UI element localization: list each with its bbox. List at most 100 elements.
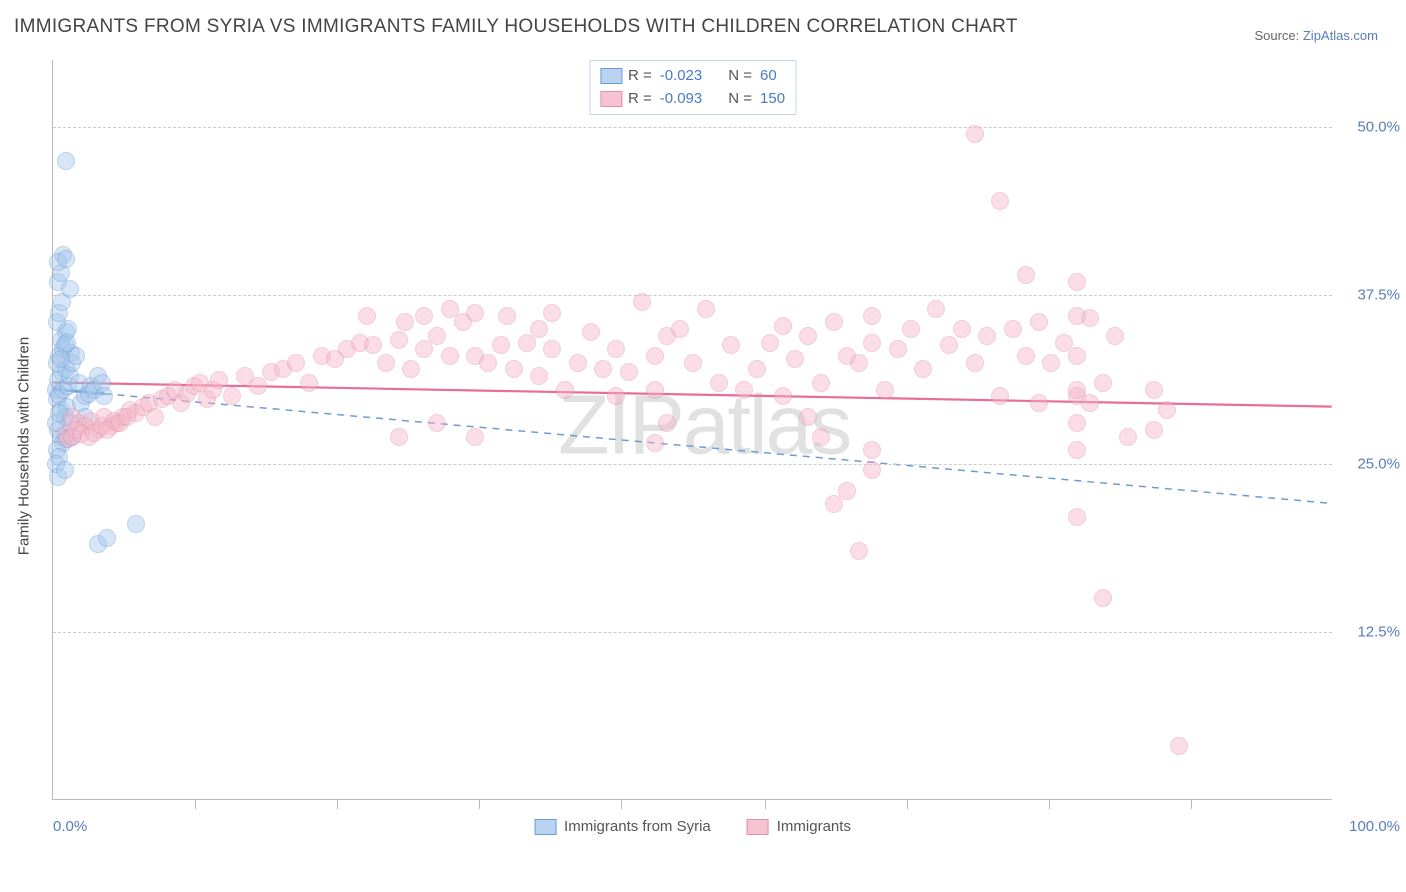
chart-container: IMMIGRANTS FROM SYRIA VS IMMIGRANTS FAMI… bbox=[0, 0, 1406, 892]
data-point bbox=[518, 334, 536, 352]
data-point bbox=[98, 529, 116, 547]
data-point bbox=[799, 327, 817, 345]
data-point bbox=[1170, 737, 1188, 755]
xtick bbox=[1049, 799, 1050, 809]
source-attribution: Source: ZipAtlas.com bbox=[1254, 28, 1378, 43]
ytick-label: 12.5% bbox=[1357, 623, 1400, 640]
data-point bbox=[953, 320, 971, 338]
data-point bbox=[530, 367, 548, 385]
data-point bbox=[991, 192, 1009, 210]
data-point bbox=[556, 381, 574, 399]
data-point bbox=[620, 363, 638, 381]
stats-box: R = -0.023 N = 60 R = -0.093 N = 150 bbox=[589, 60, 796, 115]
data-point bbox=[1119, 428, 1137, 446]
data-point bbox=[978, 327, 996, 345]
data-point bbox=[646, 434, 664, 452]
legend-item-syria: Immigrants from Syria bbox=[534, 818, 711, 835]
data-point bbox=[1068, 307, 1086, 325]
legend-swatch-syria bbox=[534, 819, 556, 835]
gridline bbox=[53, 464, 1332, 465]
ytick-label: 37.5% bbox=[1357, 287, 1400, 304]
data-point bbox=[1017, 347, 1035, 365]
legend-label-immigrants: Immigrants bbox=[777, 818, 851, 835]
data-point bbox=[697, 300, 715, 318]
data-point bbox=[396, 313, 414, 331]
data-point bbox=[722, 336, 740, 354]
ytick-label: 25.0% bbox=[1357, 455, 1400, 472]
gridline bbox=[53, 632, 1332, 633]
n-value-0: 60 bbox=[760, 65, 777, 88]
data-point bbox=[415, 307, 433, 325]
data-point bbox=[876, 381, 894, 399]
data-point bbox=[607, 387, 625, 405]
data-point bbox=[889, 340, 907, 358]
data-point bbox=[646, 347, 664, 365]
data-point bbox=[415, 340, 433, 358]
data-point bbox=[300, 374, 318, 392]
y-axis-label: Family Households with Children bbox=[16, 337, 33, 555]
swatch-immigrants bbox=[600, 91, 622, 107]
legend-swatch-immigrants bbox=[747, 819, 769, 835]
r-value-0: -0.023 bbox=[660, 65, 703, 88]
data-point bbox=[543, 340, 561, 358]
data-point bbox=[786, 350, 804, 368]
r-label-0: R = bbox=[628, 65, 652, 88]
data-point bbox=[441, 347, 459, 365]
data-point bbox=[428, 327, 446, 345]
xtick bbox=[479, 799, 480, 809]
data-point bbox=[748, 360, 766, 378]
data-point bbox=[1145, 421, 1163, 439]
data-point bbox=[466, 304, 484, 322]
data-point bbox=[61, 280, 79, 298]
data-point bbox=[940, 336, 958, 354]
data-point bbox=[1068, 273, 1086, 291]
data-point bbox=[927, 300, 945, 318]
data-point bbox=[902, 320, 920, 338]
data-point bbox=[1030, 394, 1048, 412]
data-point bbox=[390, 331, 408, 349]
data-point bbox=[505, 360, 523, 378]
chart-title: IMMIGRANTS FROM SYRIA VS IMMIGRANTS FAMI… bbox=[14, 16, 1018, 38]
data-point bbox=[569, 354, 587, 372]
gridline bbox=[53, 295, 1332, 296]
xtick bbox=[195, 799, 196, 809]
data-point bbox=[607, 340, 625, 358]
data-point bbox=[774, 317, 792, 335]
data-point bbox=[58, 334, 76, 352]
trend-lines bbox=[53, 60, 1332, 799]
data-point bbox=[1068, 508, 1086, 526]
r-label-1: R = bbox=[628, 88, 652, 111]
data-point bbox=[492, 336, 510, 354]
xtick bbox=[765, 799, 766, 809]
data-point bbox=[812, 428, 830, 446]
data-point bbox=[1106, 327, 1124, 345]
source-label: Source: bbox=[1254, 28, 1302, 43]
r-value-1: -0.093 bbox=[660, 88, 703, 111]
xtick bbox=[337, 799, 338, 809]
xtick-label: 100.0% bbox=[1349, 818, 1400, 835]
xtick bbox=[907, 799, 908, 809]
data-point bbox=[684, 354, 702, 372]
legend-label-syria: Immigrants from Syria bbox=[564, 818, 711, 835]
data-point bbox=[646, 381, 664, 399]
xtick bbox=[621, 799, 622, 809]
gridline bbox=[53, 127, 1332, 128]
data-point bbox=[210, 371, 228, 389]
xtick-label: 0.0% bbox=[53, 818, 87, 835]
data-point bbox=[287, 354, 305, 372]
data-point bbox=[1068, 441, 1086, 459]
data-point bbox=[530, 320, 548, 338]
data-point bbox=[863, 334, 881, 352]
data-point bbox=[774, 387, 792, 405]
data-point bbox=[914, 360, 932, 378]
xtick bbox=[1191, 799, 1192, 809]
plot-area: ZIPatlas R = -0.023 N = 60 R = -0.093 N … bbox=[52, 60, 1332, 800]
data-point bbox=[249, 377, 267, 395]
swatch-syria bbox=[600, 68, 622, 84]
stats-row-immigrants: R = -0.093 N = 150 bbox=[600, 88, 785, 111]
data-point bbox=[543, 304, 561, 322]
data-point bbox=[991, 387, 1009, 405]
data-point bbox=[390, 428, 408, 446]
bottom-legend: Immigrants from Syria Immigrants bbox=[534, 818, 851, 835]
data-point bbox=[1145, 381, 1163, 399]
